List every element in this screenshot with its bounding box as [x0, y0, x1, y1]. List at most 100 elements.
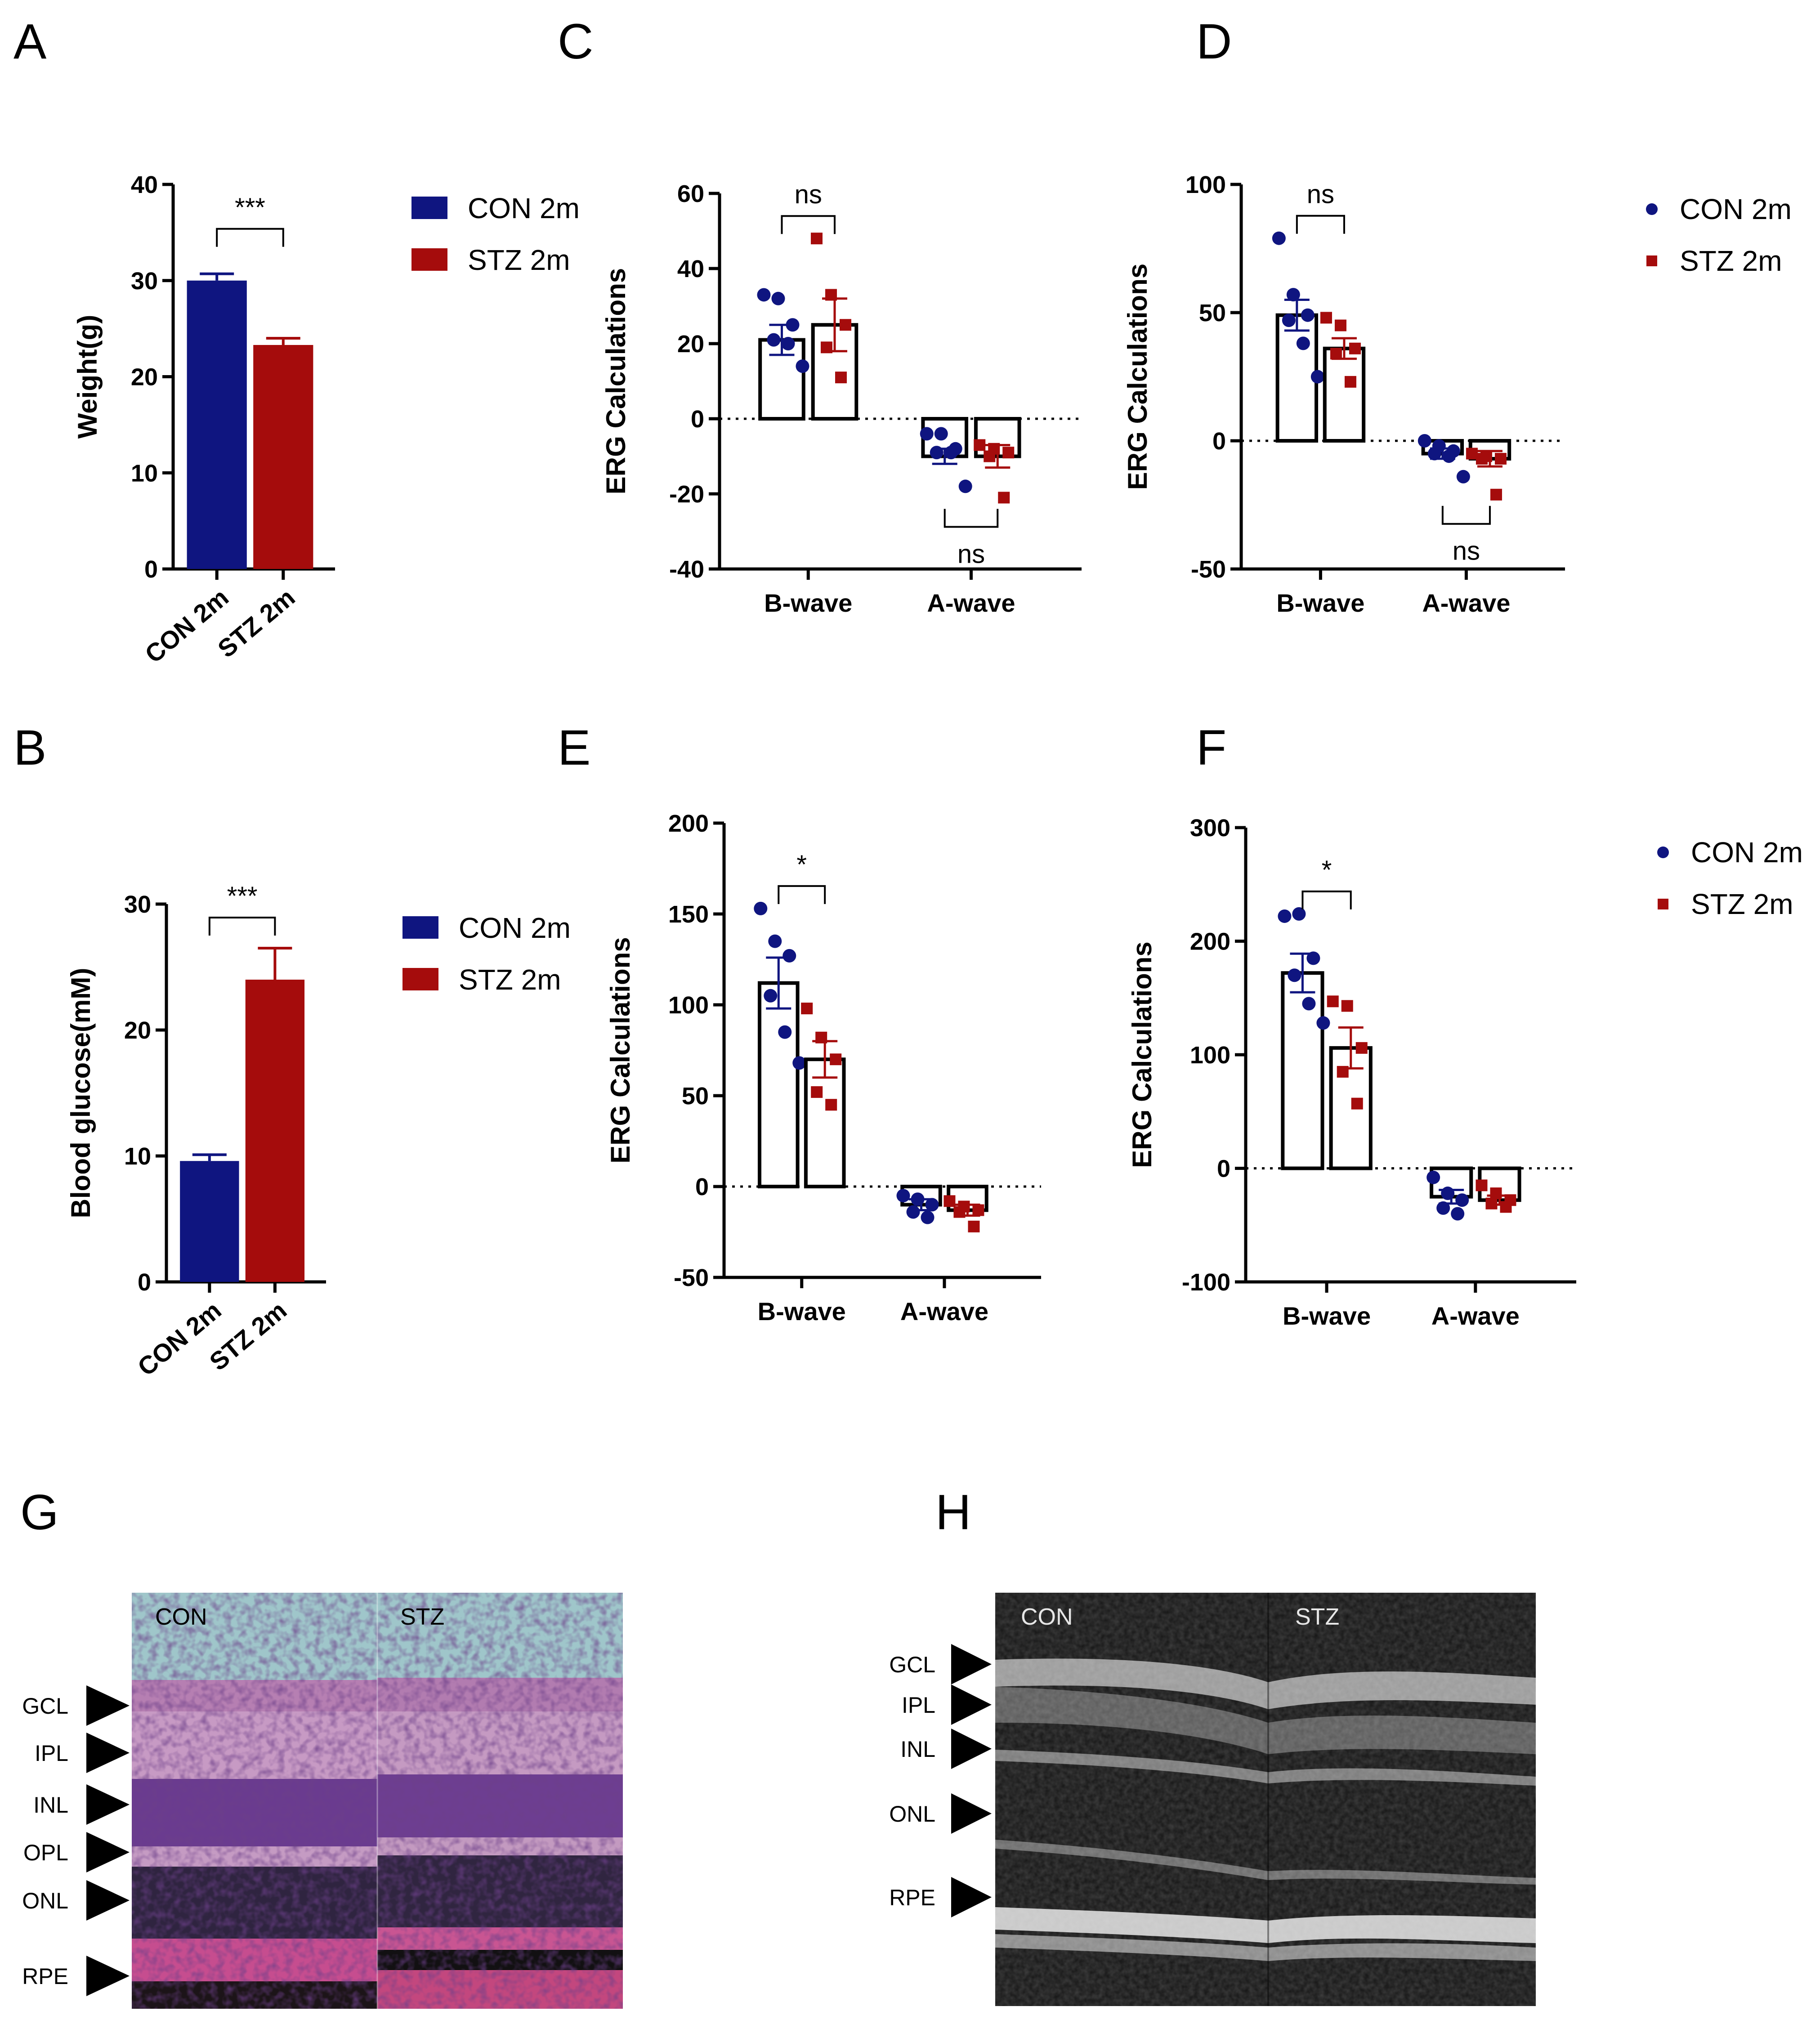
y-axis-label: ERG Calculations — [601, 268, 631, 494]
legend-swatch — [402, 968, 438, 990]
y-tick-label: 60 — [677, 180, 704, 207]
y-tick-label: 40 — [131, 171, 158, 198]
significance-bracket — [1296, 215, 1345, 234]
significance-label: * — [796, 850, 807, 879]
data-point — [796, 359, 809, 373]
data-point — [998, 492, 1010, 504]
y-axis-label: ERG Calculations — [605, 937, 635, 1163]
y-tick-label: 200 — [1190, 928, 1230, 955]
y-tick-label: 50 — [1199, 300, 1226, 327]
legend-label: CON 2m — [1691, 836, 1803, 869]
x-tick-label: CON 2m — [132, 1296, 227, 1381]
data-point — [944, 1195, 956, 1207]
oct-stz-label: STZ — [1295, 1604, 1339, 1630]
legend-label: STZ 2m — [468, 244, 570, 276]
data-point — [1351, 1097, 1363, 1110]
data-point — [1485, 1197, 1498, 1209]
data-point — [934, 427, 948, 441]
layer-label: IPL — [902, 1693, 935, 1718]
y-tick-label: 0 — [1212, 428, 1226, 455]
chart-f-erg: -100 0 100 200 300 ERG Calculations B-wave A-wa… — [1127, 815, 1803, 1330]
significance-label: ns — [1307, 180, 1334, 209]
data-point — [896, 1189, 910, 1203]
significance-label: ns — [957, 539, 985, 569]
data-point — [1341, 1000, 1353, 1012]
significance-label: *** — [227, 882, 258, 911]
y-tick-label: 30 — [131, 268, 158, 295]
data-point — [968, 1220, 980, 1232]
chart-e-erg: -50 0 50 100 150 200 ERG Calculations B-wave A-w… — [605, 810, 1041, 1326]
y-axis-label: ERG Calculations — [1127, 941, 1157, 1168]
data-point — [781, 337, 795, 350]
data-point — [801, 1003, 813, 1015]
layer-arrow-icon — [951, 1644, 992, 1684]
significance-bracket — [778, 885, 826, 904]
data-point — [1344, 376, 1356, 388]
data-point — [1002, 447, 1015, 459]
significance-label: * — [1322, 855, 1332, 885]
data-point — [786, 318, 800, 332]
data-point — [1476, 452, 1488, 465]
data-point — [820, 341, 832, 354]
layer-arrow-icon — [86, 1832, 130, 1872]
bar — [811, 323, 859, 421]
y-tick-label: 300 — [1190, 815, 1230, 842]
layer-label: GCL — [889, 1652, 935, 1677]
y-axis-label: ERG Calculations — [1122, 264, 1153, 490]
data-point — [974, 439, 986, 451]
panel-letter-f: F — [1196, 720, 1226, 775]
data-point — [1301, 308, 1315, 322]
bar — [187, 280, 247, 569]
data-point — [1456, 470, 1470, 484]
y-tick-label: 100 — [668, 992, 709, 1019]
data-point — [1296, 336, 1310, 350]
layer-label: RPE — [22, 1964, 68, 1989]
data-point — [767, 333, 781, 347]
data-point — [1427, 447, 1441, 461]
data-point — [1320, 312, 1332, 324]
layer-label: IPL — [35, 1741, 68, 1766]
legend-marker — [1658, 899, 1668, 909]
y-tick-label: 100 — [1190, 1042, 1230, 1069]
data-point — [1327, 995, 1339, 1008]
layer-arrow-icon — [951, 1729, 992, 1769]
data-point — [1306, 951, 1320, 965]
data-point — [757, 288, 771, 302]
data-point — [1282, 314, 1296, 327]
histology-stz-label: STZ — [400, 1604, 444, 1630]
y-tick-label: 40 — [677, 255, 704, 282]
y-tick-label: 0 — [691, 406, 704, 433]
data-point — [1278, 909, 1292, 923]
significance-bracket — [216, 228, 284, 247]
legend-label: STZ 2m — [1691, 888, 1793, 920]
data-point — [930, 446, 944, 460]
data-point — [783, 949, 796, 963]
panel-letter-d: D — [1196, 14, 1232, 69]
data-point — [972, 1204, 984, 1216]
x-tick-label: B-wave — [764, 589, 852, 617]
bar — [245, 980, 305, 1282]
y-tick-label: -40 — [669, 556, 704, 583]
bar — [1275, 313, 1319, 443]
layer-label: ONL — [889, 1801, 935, 1827]
data-point — [911, 1192, 925, 1206]
significance-label: *** — [235, 193, 265, 222]
significance-bracket — [781, 215, 836, 234]
data-point — [1494, 452, 1507, 465]
bar — [253, 345, 313, 569]
data-point — [1272, 231, 1286, 245]
panel-letter-c: C — [558, 14, 593, 69]
chart-c-erg: -40 -20 0 20 40 60 ERG Calculations B-wave A-wav… — [601, 180, 1082, 617]
data-point — [944, 446, 958, 460]
histology-con-label: CON — [155, 1604, 207, 1630]
x-tick-label: A-wave — [1431, 1302, 1520, 1330]
bar — [804, 1057, 846, 1188]
layer-arrow-icon — [951, 1877, 992, 1917]
y-tick-label: -50 — [674, 1264, 709, 1291]
data-point — [1500, 1201, 1512, 1213]
y-tick-label: 10 — [124, 1143, 151, 1170]
chart-d-erg: -50 0 50 100 ERG Calculations B-wave A-wave ns n… — [1122, 171, 1792, 617]
data-point — [810, 233, 823, 245]
layer-label: GCL — [22, 1693, 68, 1719]
